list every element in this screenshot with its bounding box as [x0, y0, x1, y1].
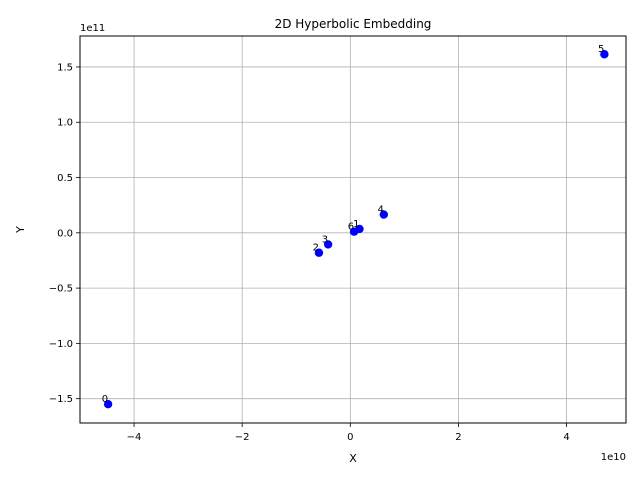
chart-title: 2D Hyperbolic Embedding — [275, 17, 432, 31]
data-point-label: 3 — [322, 234, 328, 245]
x-tick-label: 0 — [347, 432, 353, 443]
data-point-label: 6 — [348, 222, 354, 233]
data-point-label: 5 — [598, 44, 604, 55]
plot-area-frame — [79, 35, 627, 424]
data-point-marker — [379, 210, 389, 219]
x-tick-label: 4 — [563, 432, 569, 443]
x-tick-label: −2 — [235, 432, 250, 443]
x-tick-label: −4 — [127, 432, 142, 443]
data-point-label: 2 — [313, 243, 319, 254]
y-tick-label: 0.0 — [57, 228, 73, 239]
data-point-marker — [349, 227, 359, 236]
data-point-marker — [600, 50, 609, 59]
y-tick-label: −1.0 — [49, 339, 73, 350]
y-tick-label: −1.5 — [49, 394, 73, 405]
data-point-marker — [323, 240, 333, 249]
data-point-label: 4 — [377, 205, 383, 216]
y-axis-ticks: −1.5 −1.0 −0.5 0.0 0.5 1.0 1.5 — [49, 62, 80, 405]
y-tick-label: 1.0 — [57, 118, 73, 129]
y-axis-offset-label: 1e11 — [80, 23, 105, 34]
data-point-label: 0 — [102, 394, 108, 405]
data-point-marker — [103, 400, 113, 409]
y-axis-label: Y — [14, 226, 27, 234]
x-axis-offset-label: 1e10 — [601, 452, 626, 463]
data-point-label: 1 — [353, 219, 359, 230]
x-axis-ticks: −4 −2 0 2 4 — [127, 423, 570, 443]
x-tick-label: 2 — [455, 432, 461, 443]
data-point-marker — [314, 248, 324, 257]
y-tick-label: 1.5 — [57, 62, 73, 73]
y-tick-label: −0.5 — [49, 284, 73, 295]
y-tick-label: 0.5 — [57, 173, 73, 184]
x-axis-label: X — [349, 452, 357, 465]
